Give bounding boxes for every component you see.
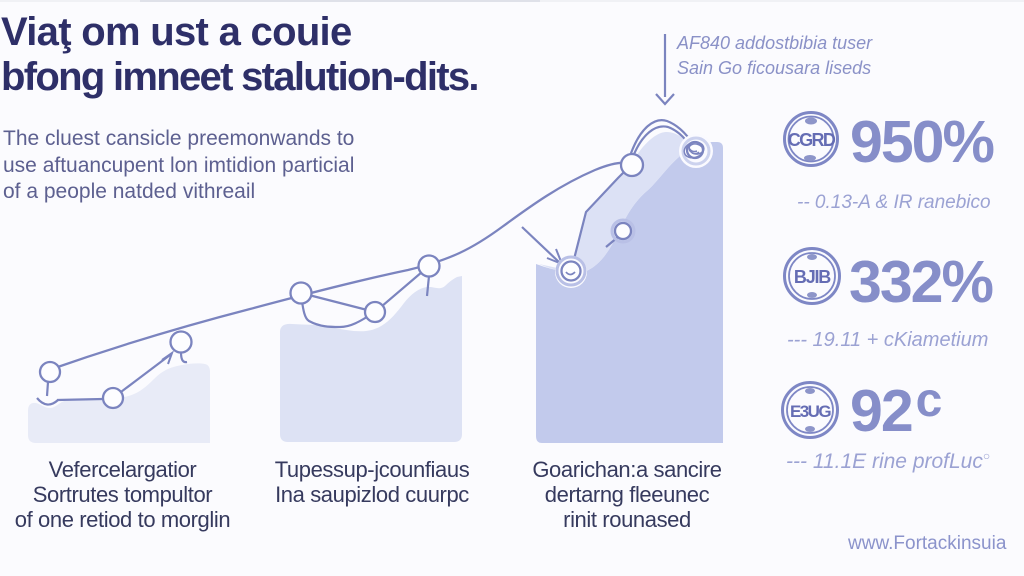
svg-text:BJIB: BJIB [794,267,831,287]
svg-text:CGRD: CGRD [788,130,836,150]
svg-text:E3UG: E3UG [790,402,831,421]
